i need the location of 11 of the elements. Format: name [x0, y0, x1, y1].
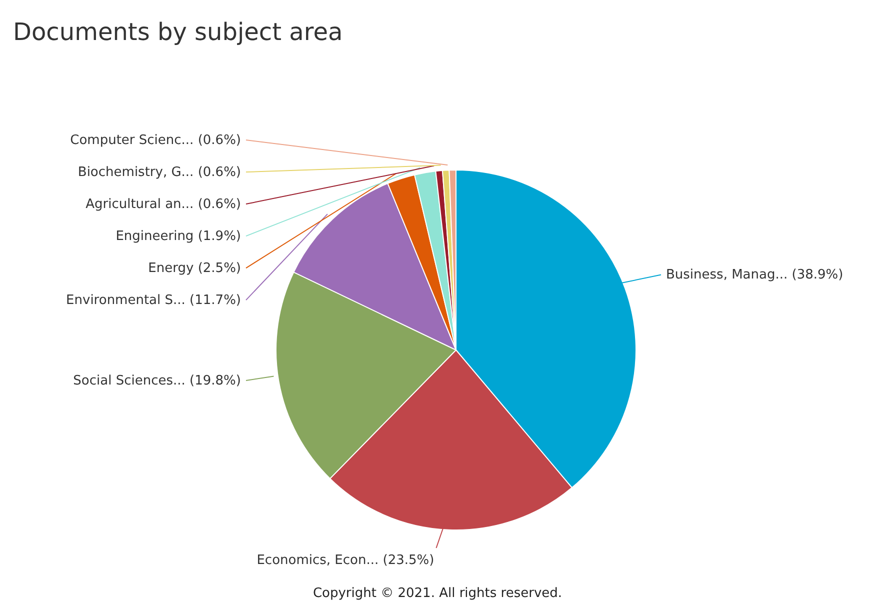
- slice-label: Computer Scienc... (0.6%): [70, 133, 241, 148]
- slice-label: Environmental S... (11.7%): [66, 293, 241, 308]
- slice-label: Social Sciences... (19.8%): [73, 374, 241, 389]
- slice-label: Engineering (1.9%): [116, 229, 241, 244]
- chart-title: Documents by subject area: [13, 18, 343, 46]
- slice-label: Biochemistry, G... (0.6%): [78, 165, 241, 180]
- slice-label: Economics, Econ... (23.5%): [256, 553, 434, 568]
- text: Copyright © 2021. All rights reserved.: [312, 586, 564, 601]
- slice-label: Agricultural an... (0.6%): [86, 197, 241, 212]
- slice-label: Business, Manag... (38.9%): [666, 268, 844, 283]
- slice-label: Energy (2.5%): [148, 261, 241, 276]
